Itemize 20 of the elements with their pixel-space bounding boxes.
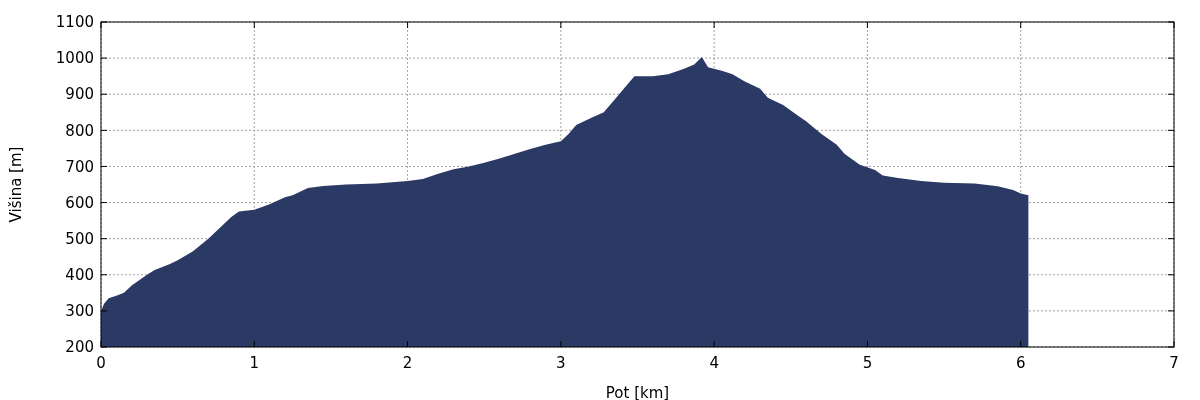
x-tick-label: 6	[1015, 354, 1026, 372]
y-tick-label: 1100	[55, 13, 94, 32]
y-tick-label: 300	[65, 302, 94, 321]
x-tick-label: 3	[556, 354, 566, 372]
y-axis-title: Višina [m]	[7, 146, 25, 223]
x-tick-label: 4	[709, 354, 719, 372]
x-tick-label: 1	[249, 354, 260, 372]
x-tick-label: 5	[862, 354, 873, 372]
y-tick-label: 200	[65, 338, 94, 357]
x-axis-title: Pot [km]	[605, 384, 670, 400]
x-tick-label: 0	[96, 354, 106, 372]
y-tick-label: 500	[65, 229, 94, 248]
y-tick-label: 1000	[55, 49, 94, 68]
x-tick-label: 7	[1169, 354, 1179, 372]
y-tick-label: 400	[65, 266, 94, 285]
y-tick-label: 800	[65, 121, 94, 140]
y-tick-label: 600	[65, 193, 94, 212]
y-tick-label: 900	[65, 85, 94, 104]
y-tick-label: 700	[65, 157, 94, 176]
x-tick-label: 2	[402, 354, 413, 372]
